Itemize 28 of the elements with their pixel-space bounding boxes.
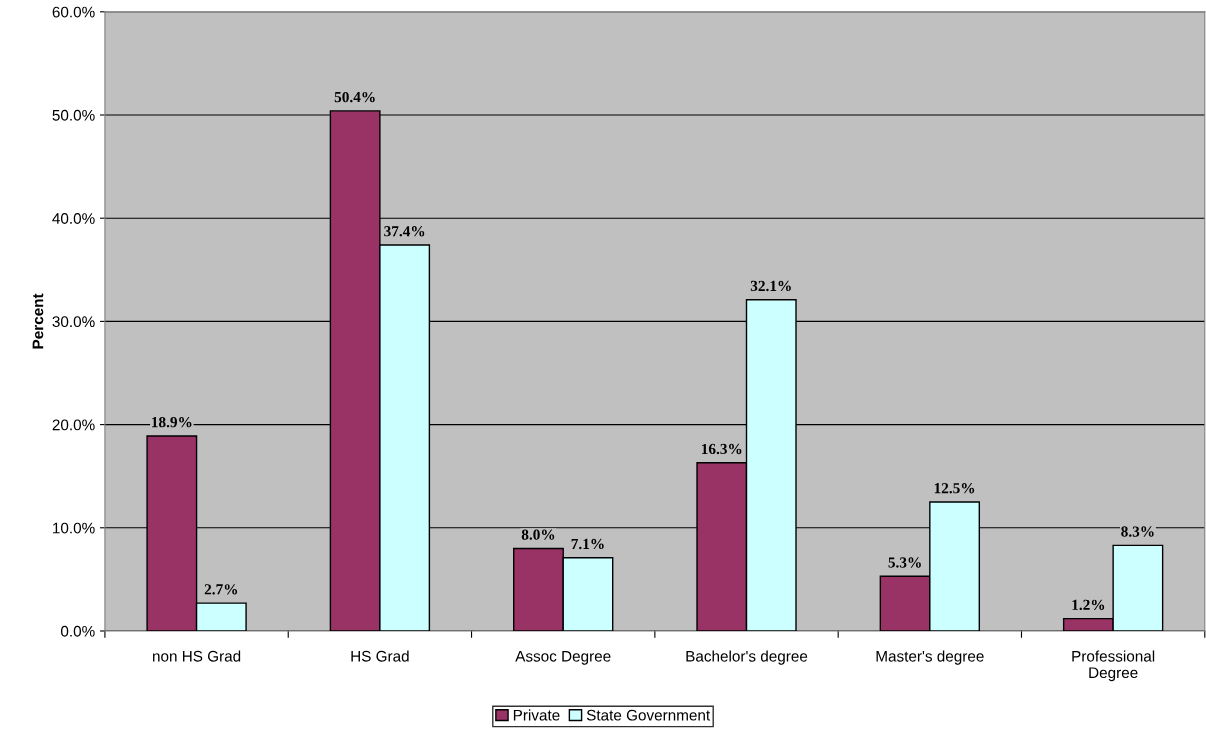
x-tick-label: Bachelor's degree — [686, 650, 808, 665]
x-tick-label: Professional Degree — [1072, 650, 1155, 682]
data-label: 12.5% — [934, 483, 975, 494]
legend-label: State Government — [586, 709, 711, 721]
y-tick-label: 50.0% — [52, 109, 95, 121]
y-tick-label: 0.0% — [60, 625, 95, 637]
data-label: 2.7% — [204, 584, 238, 595]
data-label: 5.3% — [888, 557, 921, 568]
legend-label: Private — [513, 709, 560, 721]
data-label: 8.3% — [1121, 526, 1154, 537]
data-label: 37.4% — [384, 226, 425, 237]
y-axis-title: Percent — [32, 293, 44, 349]
y-tick-label: 10.0% — [53, 522, 95, 534]
data-label: 18.9% — [152, 416, 192, 428]
data-label: 32.1% — [750, 280, 791, 292]
y-tick-label: 20.0% — [52, 419, 95, 431]
x-tick-label: Assoc Degree — [515, 651, 611, 665]
y-tick-label: 30.0% — [52, 316, 95, 328]
y-tick-label: 60.0% — [52, 6, 95, 18]
data-label: 16.3% — [701, 443, 742, 455]
x-tick-label: non HS Grad — [153, 650, 241, 662]
x-tick-label: HS Grad — [351, 650, 409, 662]
x-tick-label: Master's degree — [876, 650, 984, 665]
y-tick-label: 40.0% — [52, 213, 95, 224]
data-label: 50.4% — [334, 91, 375, 103]
data-label: 1.2% — [1072, 599, 1105, 611]
data-label: 8.0% — [521, 529, 555, 540]
data-label: 7.1% — [571, 538, 604, 550]
